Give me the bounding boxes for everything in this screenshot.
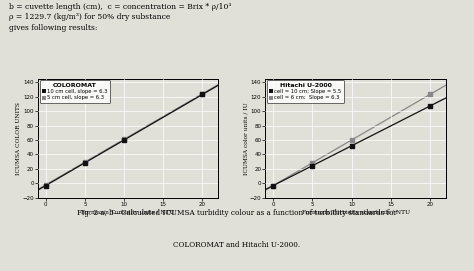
Y-axis label: ICUMSA color units / IU: ICUMSA color units / IU — [243, 102, 248, 175]
Text: COLOROMAT and Hitachi U-2000.: COLOROMAT and Hitachi U-2000. — [173, 241, 301, 250]
Legend: cell = 10 cm; Slope = 5.5, cell = 6 cm;  Slope = 6.3: cell = 10 cm; Slope = 5.5, cell = 6 cm; … — [267, 80, 344, 103]
X-axis label: Formazin Turbidity standards / NTU: Formazin Turbidity standards / NTU — [301, 210, 410, 215]
Text: Fig. 2 a, b—Calculated ICUMSA turbidity colour as a function of turbidity standa: Fig. 2 a, b—Calculated ICUMSA turbidity … — [77, 209, 397, 217]
Legend: 10 cm cell, slope = 6.3, 5 cm cell, slope = 6.3: 10 cm cell, slope = 6.3, 5 cm cell, slop… — [39, 80, 110, 103]
Text: b = cuvette length (cm),  c = concentration = Brix * ρ/10³
ρ = 1229.7 (kg/m³) fo: b = cuvette length (cm), c = concentrati… — [9, 3, 232, 31]
Y-axis label: ICUMSA COLOR UNITS: ICUMSA COLOR UNITS — [16, 102, 21, 175]
X-axis label: Formazin Turbidity units / NTU: Formazin Turbidity units / NTU — [81, 210, 175, 215]
